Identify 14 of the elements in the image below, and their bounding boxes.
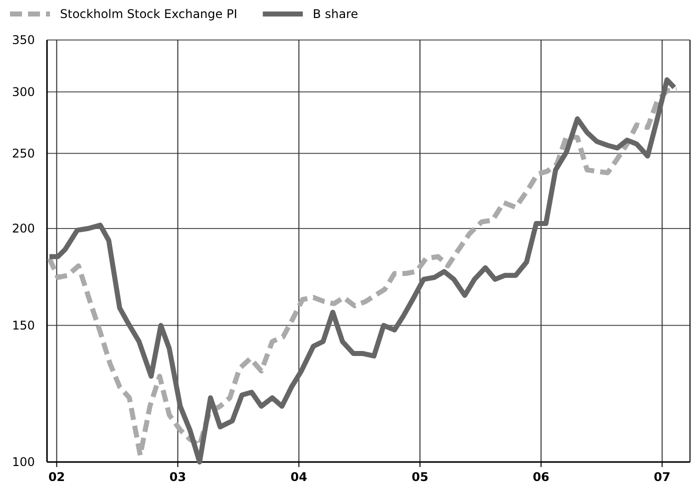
x-tick-label: 06: [532, 470, 550, 484]
legend-label: B share: [312, 7, 358, 21]
legend-label: Stockholm Stock Exchange PI: [60, 7, 238, 21]
x-tick-label: 02: [48, 470, 66, 484]
x-tick-label: 03: [169, 470, 186, 484]
y-tick-label: 200: [12, 222, 35, 236]
y-tick-label: 150: [12, 318, 35, 333]
x-tick-label: 05: [412, 470, 428, 484]
x-tick-label: 04: [290, 470, 308, 484]
y-tick-label: 300: [12, 85, 35, 100]
y-tick-label: 100: [12, 455, 35, 470]
y-tick-label: 250: [12, 146, 35, 161]
x-tick-label: 07: [654, 470, 670, 484]
y-tick-label: 350: [12, 33, 35, 48]
